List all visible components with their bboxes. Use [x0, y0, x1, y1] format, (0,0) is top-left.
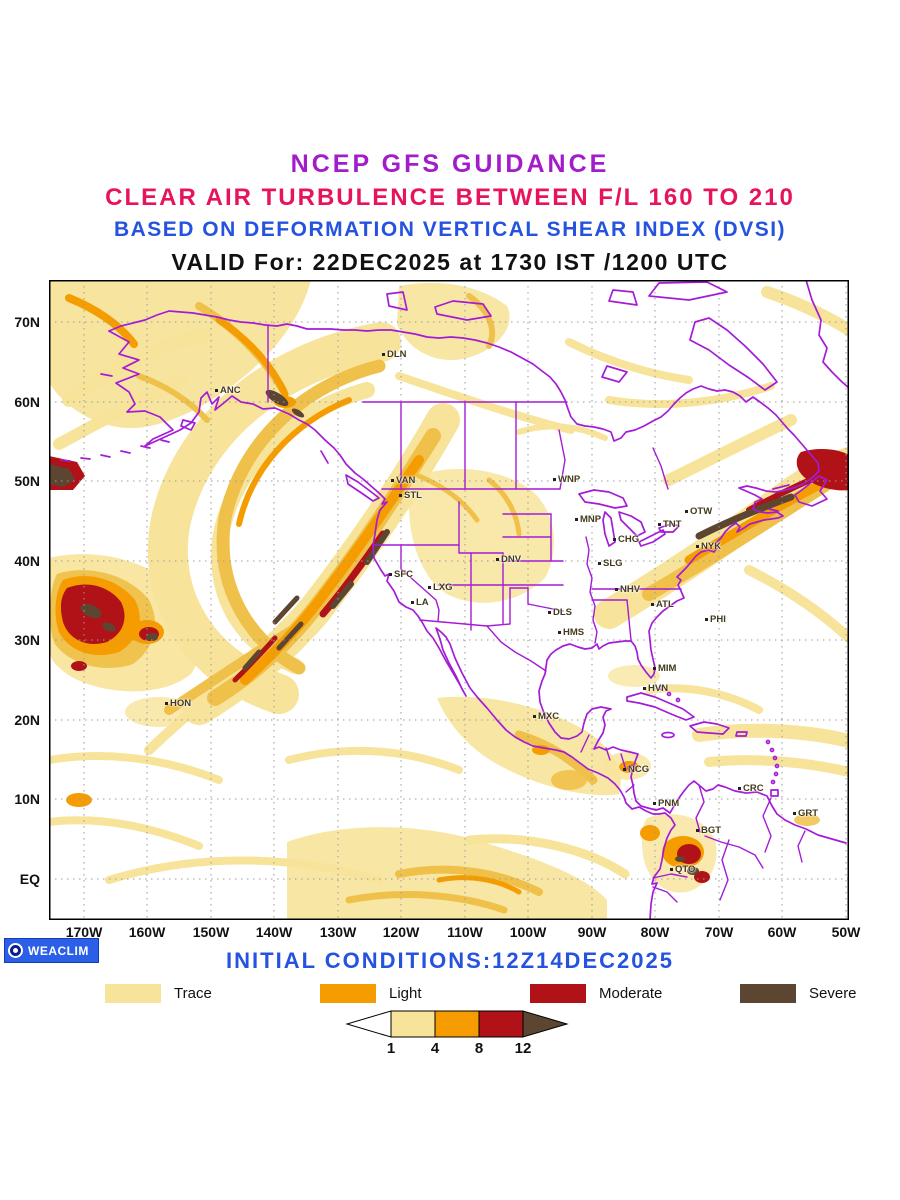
lon-label-60w: 60W [767, 924, 797, 940]
lat-label-60n: 60N [14, 394, 40, 410]
turbulence-shading [45, 280, 864, 920]
lon-label-150w: 150W [192, 924, 230, 940]
valid-time-label: VALID For: 22DEC2025 at 1730 IST /1200 U… [171, 249, 729, 275]
turbulence-map [45, 279, 864, 921]
legend-label-moderate: Moderate [599, 985, 663, 1002]
weaclim-logo-text: WEACLIM [28, 943, 89, 958]
scale-arrow-right [522, 1010, 569, 1038]
scale-arrow-left [345, 1010, 392, 1038]
subtitle-turbulence: CLEAR AIR TURBULENCE BETWEEN F/L 160 TO … [105, 184, 795, 211]
lon-label-100w: 100W [509, 924, 547, 940]
legend-swatch-light [320, 984, 376, 1003]
legend-swatch-moderate [530, 984, 586, 1003]
legend-label-severe: Severe [809, 985, 857, 1002]
legend-item-light: Light [320, 984, 422, 1003]
weaclim-icon [8, 943, 23, 958]
lon-label-140w: 140W [255, 924, 293, 940]
page-title: NCEP GFS GUIDANCE [290, 150, 610, 178]
lat-label-10n: 10N [14, 791, 40, 807]
legend-item-trace: Trace [105, 984, 212, 1003]
map-frame: ANC DLN VAN STL WNP MNP CHG OTW TNT NYK SLG DNV SFC L… [45, 279, 864, 921]
color-scale-bar [345, 1010, 569, 1038]
legend: Trace Light Moderate Severe [0, 984, 900, 1006]
political-borders [267, 324, 806, 903]
lon-label-170w: 170W [65, 924, 103, 940]
weaclim-logo: WEACLIM [4, 938, 99, 963]
lon-label-80w: 80W [640, 924, 670, 940]
scale-tick-12: 12 [514, 1040, 532, 1057]
lat-label-50n: 50N [14, 473, 40, 489]
lat-label-40n: 40N [14, 553, 40, 569]
lat-label-20n: 20N [14, 712, 40, 728]
legend-label-trace: Trace [174, 985, 212, 1002]
legend-swatch-severe [740, 984, 796, 1003]
lon-label-110w: 110W [447, 924, 483, 940]
initial-conditions-label: INITIAL CONDITIONS:12Z14DEC2025 [226, 948, 674, 973]
legend-item-moderate: Moderate [530, 984, 662, 1003]
coastlines [60, 279, 850, 921]
lat-label-30n: 30N [14, 632, 40, 648]
lon-label-50w: 50W [831, 924, 861, 940]
legend-label-light: Light [389, 985, 422, 1002]
grid-lines [49, 280, 849, 920]
color-scale-labels: 1 4 8 12 [345, 1040, 569, 1058]
legend-swatch-trace [105, 984, 161, 1003]
subtitle-index: BASED ON DEFORMATION VERTICAL SHEAR INDE… [113, 218, 787, 241]
lon-label-70w: 70W [704, 924, 734, 940]
latitude-axis: 70N 60N 50N 40N 30N 20N 10N EQ [0, 280, 45, 920]
scale-tick-8: 8 [474, 1040, 484, 1057]
lon-label-90w: 90W [577, 924, 607, 940]
map-border [49, 280, 849, 920]
lat-label-70n: 70N [14, 314, 40, 330]
legend-item-severe: Severe [740, 984, 857, 1003]
lat-label-eq: EQ [19, 871, 40, 887]
lon-label-160w: 160W [128, 924, 166, 940]
scale-tick-1: 1 [386, 1040, 396, 1057]
longitude-axis: 170W 160W 150W 140W 130W 120W 110W 100W 90W 80W 70… [49, 924, 861, 944]
lon-label-120w: 120W [382, 924, 420, 940]
scale-tick-4: 4 [430, 1040, 440, 1057]
lon-label-130w: 130W [319, 924, 357, 940]
